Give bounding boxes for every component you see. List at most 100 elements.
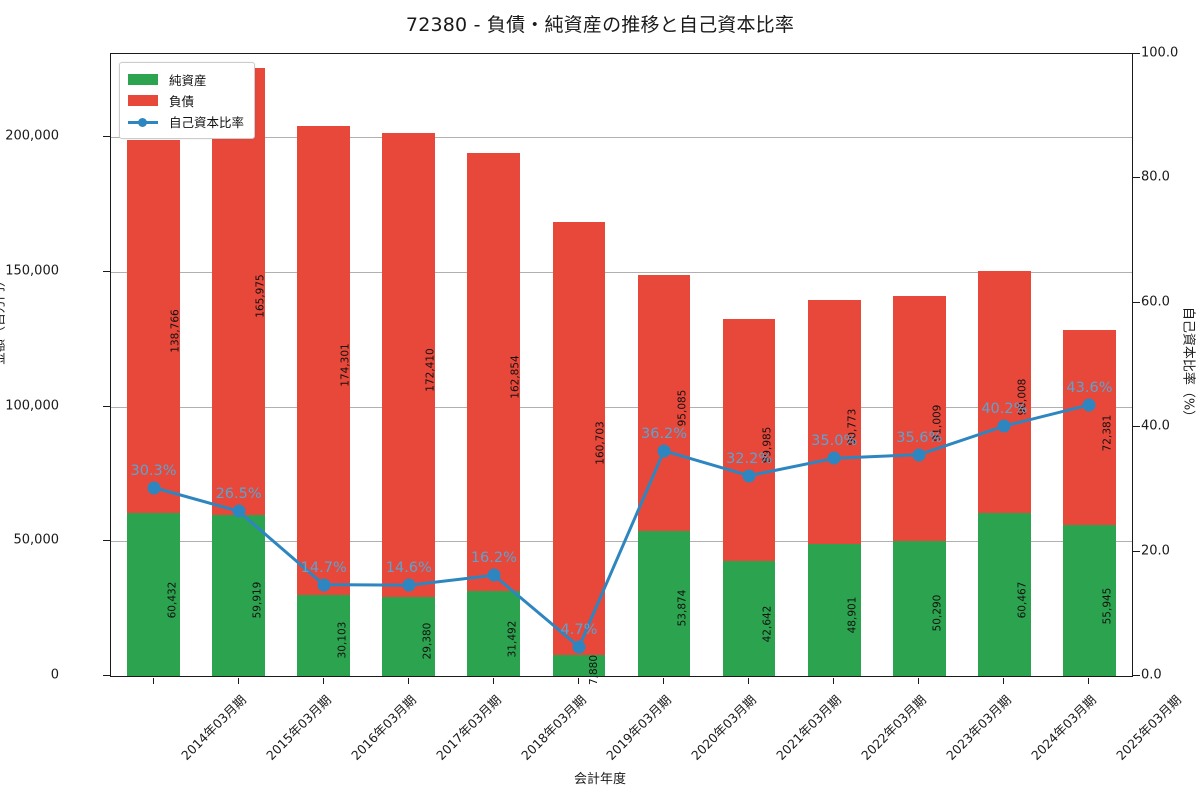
legend-item[interactable]: 負債	[128, 90, 244, 111]
bar-segment-equity[interactable]: 31,492	[467, 591, 521, 676]
bar-group[interactable]: 59,919 165,975	[212, 67, 266, 676]
bar-group[interactable]: 53,874 95,085	[637, 274, 691, 676]
y-axis-right-tick-label: 100.0	[1141, 45, 1179, 61]
bar-segment-liability[interactable]: 91,009	[892, 295, 946, 541]
y-axis-left-tick-label: 150,000	[5, 263, 59, 279]
bar-label-liability: 174,301	[339, 343, 352, 387]
bar-group[interactable]: 30,103 174,301	[297, 125, 351, 676]
y-axis-right-tick-label: 80.0	[1141, 169, 1170, 185]
x-axis-tick-label: 2023年03月期	[943, 692, 1015, 763]
y-axis-right-tick-mark	[1133, 177, 1140, 179]
chart-legend: 純資産負債 自己資本比率	[119, 62, 256, 139]
bar-group[interactable]: 42,642 89,985	[722, 318, 776, 676]
bar-label-liability: 162,854	[509, 355, 522, 399]
bar-label-liability: 89,985	[761, 426, 774, 464]
bar-label-equity: 50,290	[931, 594, 944, 632]
bar-segment-equity[interactable]: 30,103	[297, 594, 351, 676]
bar-group[interactable]: 60,432 138,766	[127, 139, 181, 676]
y-axis-left-tick-label: 50,000	[13, 532, 60, 548]
bar-group[interactable]: 55,945 72,381	[1063, 330, 1116, 676]
bar-group[interactable]: 29,380 172,410	[382, 132, 436, 676]
y-axis-left-tick-label: 0	[50, 667, 59, 683]
bar-segment-liability[interactable]: 90,773	[807, 299, 861, 545]
y-axis-right-title: 自己資本比率（%）	[1180, 306, 1196, 424]
legend-color-swatch	[128, 74, 158, 85]
x-axis-tick-mark	[1003, 678, 1005, 684]
x-axis-tick-label: 2016年03月期	[347, 692, 419, 763]
x-axis-tick-label: 2025年03月期	[1113, 692, 1185, 763]
bar-segment-liability[interactable]: 160,703	[552, 222, 607, 655]
bar-label-liability: 90,773	[846, 408, 859, 446]
y-axis-left-tick-label: 200,000	[5, 128, 59, 144]
bar-segment-liability[interactable]: 95,085	[637, 274, 691, 531]
bar-segment-equity[interactable]: 60,467	[977, 513, 1031, 676]
x-axis-tick-label: 2015年03月期	[262, 692, 334, 763]
x-axis-tick-mark	[918, 678, 920, 684]
bar-group[interactable]: 50,290 91,009	[892, 295, 946, 676]
plot-area: 60,432 138,766 59,919 165,975 30,103 174,301 2…	[110, 53, 1133, 686]
y-axis-left-tick-mark	[103, 136, 110, 138]
bar-label-equity: 53,874	[676, 590, 689, 627]
bar-segment-liability[interactable]: 174,301	[297, 125, 351, 595]
bar-segment-liability[interactable]: 138,766	[127, 139, 181, 514]
bar-label-equity: 42,642	[761, 605, 774, 642]
legend-color-swatch	[128, 95, 158, 106]
x-axis-tick-label: 2018年03月期	[517, 692, 589, 763]
bar-segment-liability[interactable]: 90,008	[977, 270, 1031, 514]
bar-label-equity: 29,380	[421, 623, 434, 660]
bar-segment-equity[interactable]: 50,290	[892, 540, 946, 676]
bar-label-equity: 31,492	[506, 620, 519, 657]
bar-segment-equity[interactable]: 7,880	[552, 654, 606, 686]
bar-segment-equity[interactable]: 60,432	[127, 513, 180, 676]
x-axis-tick-mark	[833, 678, 835, 684]
bar-label-equity: 30,103	[336, 622, 349, 659]
bar-group[interactable]: 31,492 162,854	[467, 152, 522, 676]
bar-group[interactable]: 60,467 90,008	[977, 270, 1031, 676]
bar-label-liability: 72,381	[1101, 414, 1114, 452]
plot-inner: 60,432 138,766 59,919 165,975 30,103 174,301 2…	[111, 54, 1132, 686]
bar-segment-liability[interactable]: 89,985	[722, 318, 776, 562]
bar-label-liability: 91,009	[931, 404, 944, 442]
bar-label-equity: 60,432	[165, 581, 178, 619]
y-axis-left-tick-mark	[103, 405, 110, 407]
bar-segment-equity[interactable]: 29,380	[382, 596, 436, 676]
bar-segment-equity[interactable]: 53,874	[637, 530, 691, 676]
bar-label-equity: 59,919	[250, 581, 263, 619]
legend-item[interactable]: 自己資本比率	[128, 111, 244, 132]
legend-item[interactable]: 純資産	[128, 69, 244, 90]
legend-line-marker	[128, 116, 158, 127]
bar-group[interactable]: 7,880 160,703	[552, 222, 607, 686]
bar-label-liability: 165,975	[254, 274, 267, 318]
bar-segment-liability[interactable]: 162,854	[467, 152, 522, 592]
y-axis-left-tick-mark	[103, 540, 110, 542]
bar-segment-equity[interactable]: 59,919	[212, 514, 265, 676]
x-axis-tick-label: 2024年03月期	[1028, 692, 1100, 763]
bar-label-liability: 172,410	[424, 348, 437, 392]
y-axis-left-tick-mark	[103, 675, 110, 676]
gridline	[111, 272, 1132, 274]
bar-label-equity: 55,945	[1101, 587, 1114, 625]
y-axis-right-tick-label: 0.0	[1141, 667, 1162, 683]
x-axis-tick-mark	[407, 678, 409, 684]
x-axis-tick-label: 2020年03月期	[688, 692, 759, 763]
legend-item-label: 純資産	[169, 73, 207, 88]
y-axis-right-tick-mark	[1133, 53, 1140, 54]
bar-label-liability: 160,703	[594, 421, 607, 466]
bar-segment-equity[interactable]: 48,901	[807, 544, 861, 676]
x-axis-tick-mark	[237, 678, 239, 684]
x-axis-tick-mark	[663, 678, 665, 684]
bar-label-equity: 7,880	[587, 655, 600, 686]
y-axis-left-tick-mark	[103, 271, 110, 273]
bar-label-equity: 60,467	[1016, 581, 1029, 618]
bar-segment-equity[interactable]: 42,642	[722, 561, 776, 676]
y-axis-left-tick-label: 100,000	[5, 398, 59, 414]
bar-segment-liability[interactable]: 72,381	[1063, 330, 1116, 526]
bar-label-liability: 95,085	[676, 389, 689, 427]
x-axis-title: 会計年度	[573, 772, 626, 787]
x-axis-tick-mark	[322, 678, 324, 684]
bar-segment-liability[interactable]: 172,410	[382, 132, 436, 597]
x-axis-tick-label: 2022年03月期	[858, 692, 930, 763]
bar-group[interactable]: 48,901 90,773	[807, 299, 861, 676]
bar-segment-equity[interactable]: 55,945	[1063, 525, 1116, 676]
